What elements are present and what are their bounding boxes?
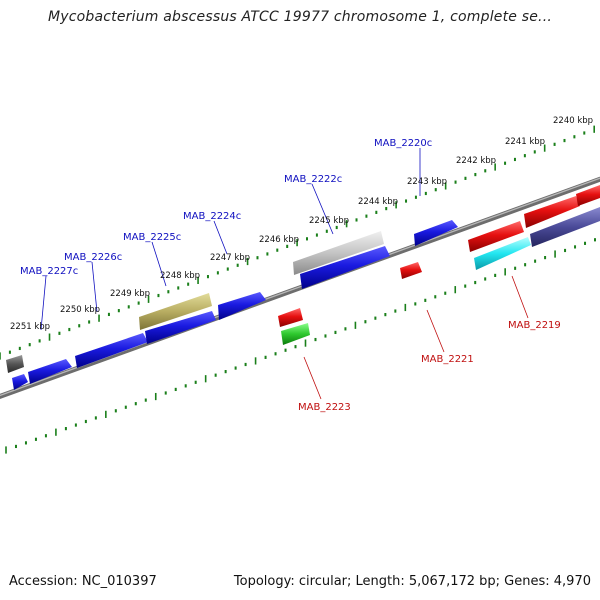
gene-block[interactable] xyxy=(145,311,216,344)
kbp-label: 2245 kbp xyxy=(309,216,349,226)
genome-summary-label: Topology: circular; Length: 5,067,172 bp… xyxy=(233,574,591,589)
gene-block[interactable] xyxy=(414,220,458,246)
gene-label-reverse[interactable]: MAB_2219 xyxy=(508,320,561,331)
gene-block[interactable] xyxy=(293,231,384,275)
gene-block[interactable] xyxy=(28,359,72,384)
kbp-label: 2243 kbp xyxy=(407,177,447,187)
kbp-label-group: 2240 kbp 2241 kbp 2242 kbp 2243 kbp 2244… xyxy=(10,116,593,332)
kbp-label: 2240 kbp xyxy=(553,116,593,126)
kbp-label: 2244 kbp xyxy=(358,197,398,207)
gene-block[interactable] xyxy=(524,196,580,228)
inner-tick-track xyxy=(5,238,597,454)
kbp-label: 2247 kbp xyxy=(210,253,250,263)
gene-block[interactable] xyxy=(218,292,266,320)
kbp-label: 2242 kbp xyxy=(456,156,496,166)
gene-label-reverse[interactable]: MAB_2221 xyxy=(421,354,474,365)
kbp-label: 2246 kbp xyxy=(259,235,299,245)
kbp-label: 2249 kbp xyxy=(110,289,150,299)
reverse-gene-track xyxy=(278,185,600,345)
chromosome-backbone xyxy=(0,176,600,400)
gene-block[interactable] xyxy=(300,246,390,289)
gene-block[interactable] xyxy=(400,262,422,279)
gene-label-forward[interactable]: MAB_2220c xyxy=(374,138,432,149)
gene-label-forward[interactable]: MAB_2226c xyxy=(64,252,122,263)
gene-block[interactable] xyxy=(530,207,600,247)
gene-label-forward[interactable]: MAB_2222c xyxy=(284,174,342,185)
gene-block[interactable] xyxy=(6,355,24,373)
gene-block[interactable] xyxy=(12,374,28,390)
outer-tick-track xyxy=(0,125,595,360)
gene-label-group: MAB_2220c MAB_2222c MAB_2224c MAB_2225c … xyxy=(20,138,561,413)
label-leader-lines xyxy=(40,148,529,400)
gene-block[interactable] xyxy=(278,308,303,327)
kbp-label: 2248 kbp xyxy=(160,271,200,281)
gene-block[interactable] xyxy=(75,333,148,368)
kbp-label: 2251 kbp xyxy=(10,322,50,332)
forward-gene-track xyxy=(6,207,600,390)
gene-block[interactable] xyxy=(139,293,212,330)
kbp-label: 2250 kbp xyxy=(60,305,100,315)
gene-block[interactable] xyxy=(281,323,310,345)
gene-block[interactable] xyxy=(474,237,531,270)
gene-block[interactable] xyxy=(468,221,524,252)
gene-label-reverse[interactable]: MAB_2223 xyxy=(298,402,351,413)
gene-label-forward[interactable]: MAB_2224c xyxy=(183,211,241,222)
gene-block[interactable] xyxy=(576,185,600,206)
map-title: Mycobacterium abscessus ATCC 19977 chrom… xyxy=(47,9,553,25)
accession-label: Accession: NC_010397 xyxy=(9,574,157,589)
gene-label-forward[interactable]: MAB_2227c xyxy=(20,266,78,277)
kbp-label: 2241 kbp xyxy=(505,137,545,147)
gene-label-forward[interactable]: MAB_2225c xyxy=(123,232,181,243)
